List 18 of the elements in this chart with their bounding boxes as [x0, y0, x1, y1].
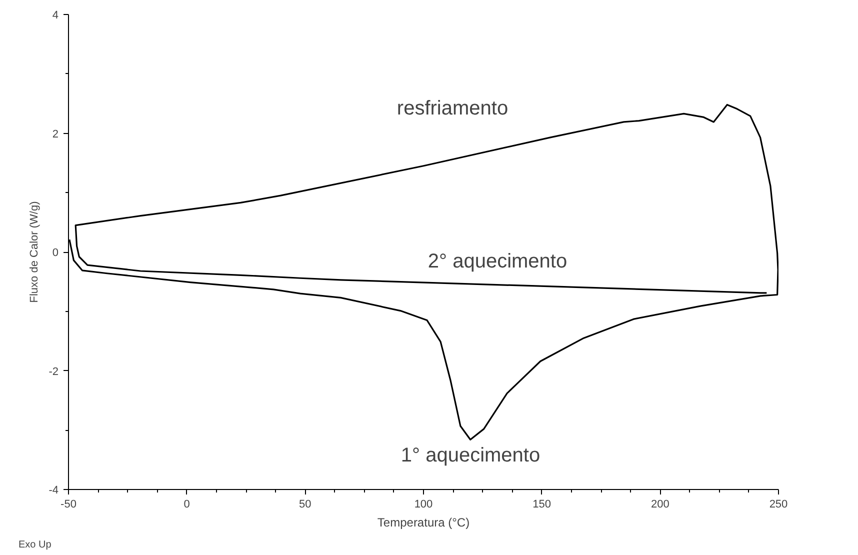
- x-tick-label: 250: [769, 498, 788, 510]
- x-tick-label: 100: [414, 498, 433, 510]
- y-tick-label: 4: [52, 10, 59, 22]
- x-tick-label: 0: [184, 498, 190, 510]
- x-tick-label: -50: [60, 498, 76, 510]
- y-tick-label: 0: [52, 247, 59, 259]
- y-axis-title: Fluxo de Calor (W/g): [28, 201, 41, 303]
- y-tick-label: 2: [52, 128, 59, 140]
- annotation: 1° aquecimento: [400, 444, 540, 466]
- y-tick-label: -2: [48, 366, 58, 378]
- x-axis-title: Temperatura (°C): [377, 516, 470, 530]
- x-tick-label: 150: [532, 498, 552, 510]
- y-tick-label: -4: [48, 484, 58, 496]
- x-tick-label: 50: [299, 498, 312, 510]
- x-tick-label: 200: [650, 498, 670, 510]
- annotation: 2° aquecimento: [428, 250, 568, 272]
- annotation: resfriamento: [396, 98, 508, 120]
- text: Exo Up: [18, 540, 52, 550]
